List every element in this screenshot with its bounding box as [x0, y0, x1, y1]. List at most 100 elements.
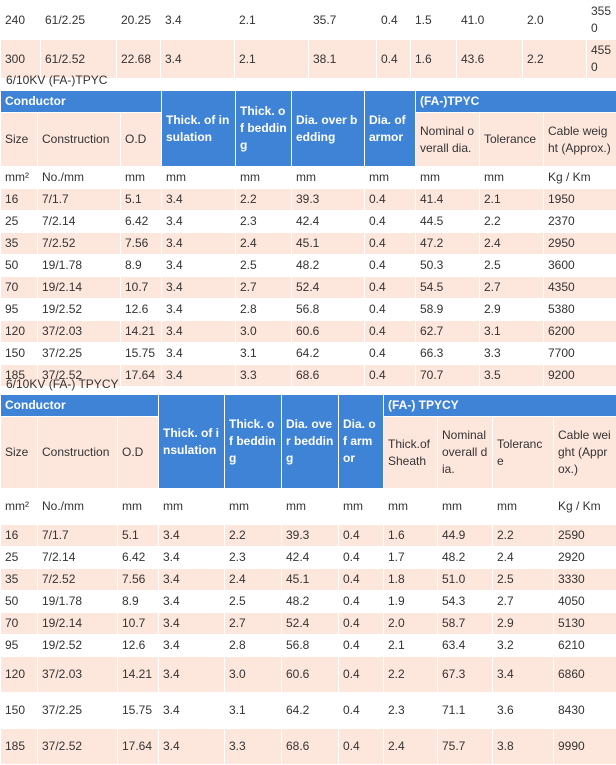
cell: 0.4: [365, 321, 416, 343]
unit-cell: No./mm: [38, 167, 121, 189]
unit-cell: mm: [416, 167, 480, 189]
unit-cell: Kg / Km: [544, 167, 616, 189]
cell: 3.4: [159, 693, 225, 729]
group-header-conductor: Conductor: [1, 91, 162, 113]
header-od: O.D: [121, 113, 162, 167]
unit-cell: mm: [282, 489, 339, 525]
cell: 2.3: [384, 693, 438, 729]
cell: 64.2: [292, 343, 365, 365]
unit-cell: mm: [365, 167, 416, 189]
cell: 3.4: [162, 233, 236, 255]
cell: 3.4: [161, 40, 235, 79]
unit-cell: mm: [480, 167, 544, 189]
cell: 2.7: [225, 613, 282, 635]
cell: 3.4: [159, 635, 225, 657]
cell: 42.4: [282, 547, 339, 569]
cell: 15.75: [118, 693, 159, 729]
cell: 3.5: [480, 365, 544, 387]
cell: 25: [1, 547, 38, 569]
group-header-conductor: Conductor: [1, 395, 159, 417]
cell: 0.4: [339, 693, 384, 729]
cell: 3.4: [162, 299, 236, 321]
cell: 7/2.52: [38, 569, 118, 591]
cell: 70.7: [416, 365, 480, 387]
cell: 5.1: [121, 189, 162, 211]
tpycy-table: Conductor Thick. of insulation Thick. of…: [0, 394, 616, 765]
cell: 0.4: [365, 189, 416, 211]
cell: 19/1.78: [38, 255, 121, 277]
cell: 60.6: [292, 321, 365, 343]
header-dia-over-bedding: Dia. over bedding: [292, 91, 365, 167]
header-tolerance: Tolerance: [480, 113, 544, 167]
cell: 19/2.14: [38, 277, 121, 299]
table-caption-tpycy: 6/10KV (FA-) TPYCY: [0, 374, 124, 394]
cell: 2920: [554, 547, 616, 569]
cell: 2590: [554, 525, 616, 547]
cell: 3.4: [159, 591, 225, 613]
cell: 37/2.03: [38, 321, 121, 343]
cell: 37/2.25: [38, 343, 121, 365]
unit-cell: mm²: [1, 167, 38, 189]
cell: 2.4: [225, 569, 282, 591]
unit-cell: mm: [118, 489, 159, 525]
cell: 50.3: [416, 255, 480, 277]
cell: 19/1.78: [38, 591, 118, 613]
cell: 0.4: [339, 569, 384, 591]
cell: 2.0: [523, 1, 587, 40]
cell: 2.5: [493, 569, 554, 591]
units-row: mm² No./mm mm mm mm mm mm mm mm mm Kg / …: [1, 489, 616, 525]
cell: 4550: [587, 40, 616, 79]
cell: 150: [1, 343, 38, 365]
cell: 25: [1, 211, 38, 233]
cell: 44.5: [416, 211, 480, 233]
cell: 7.56: [118, 569, 159, 591]
cell: 2.4: [493, 547, 554, 569]
cell: 1.5: [411, 1, 457, 40]
cell: 2.1: [384, 635, 438, 657]
header-cable-weight: Cable weight (Approx.): [544, 113, 616, 167]
cell: 1.8: [384, 569, 438, 591]
cell: 3600: [544, 255, 616, 277]
cell: 3.4: [159, 613, 225, 635]
cell: 3.4: [159, 525, 225, 547]
cell: 3.3: [480, 343, 544, 365]
header-dia-armor: Dia. of armor: [339, 395, 384, 489]
cell: 10.7: [121, 277, 162, 299]
cell: 0.4: [339, 591, 384, 613]
cell: 8.9: [121, 255, 162, 277]
cell: 5.1: [118, 525, 159, 547]
cell: 45.1: [292, 233, 365, 255]
cell: 1950: [544, 189, 616, 211]
cell: 56.8: [282, 635, 339, 657]
cell: 240: [1, 1, 41, 40]
table-row: 240 61/2.25 20.25 3.4 2.1 35.7 0.4 1.5 4…: [1, 1, 616, 40]
cell: 2.2: [236, 189, 292, 211]
cell: 3.1: [225, 693, 282, 729]
cell: 10.7: [118, 613, 159, 635]
cell: 41.4: [416, 189, 480, 211]
cell: 71.1: [438, 693, 493, 729]
cell: 2.4: [236, 233, 292, 255]
unit-cell: No./mm: [38, 489, 118, 525]
cell: 0.4: [365, 365, 416, 387]
tpyc-table: Conductor Thick. of insulation Thick. of…: [0, 90, 616, 387]
cell: 9990: [554, 729, 616, 765]
cell: 2.7: [236, 277, 292, 299]
cell: 3.4: [162, 321, 236, 343]
cell: 9200: [544, 365, 616, 387]
cell: 7/2.52: [38, 233, 121, 255]
cell: 35.7: [309, 1, 377, 40]
cell: 2.5: [480, 255, 544, 277]
header-thick-sheath: Thick.of Sheath: [384, 417, 438, 489]
cell: 2.1: [235, 1, 309, 40]
cell: 2.7: [480, 277, 544, 299]
header-size: Size: [1, 113, 38, 167]
cell: 3.4: [161, 1, 235, 40]
cell: 50: [1, 591, 38, 613]
